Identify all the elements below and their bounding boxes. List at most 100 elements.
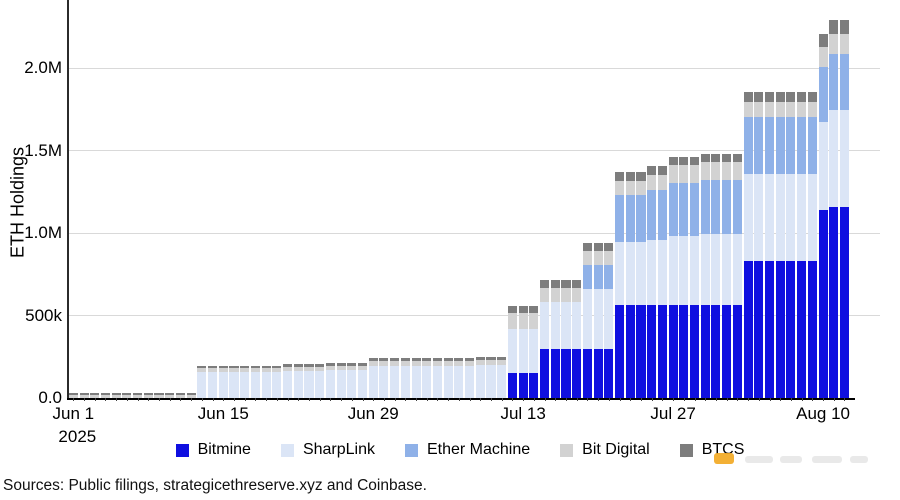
bar-segment-btcs: [829, 19, 839, 34]
bar-segment-sharplink: [507, 329, 517, 374]
x-minor-tick: [705, 398, 707, 401]
legend-swatch: [280, 443, 294, 457]
bar-segment-bit-digital: [143, 394, 153, 398]
bar-segment-sharplink: [443, 365, 453, 398]
bar-segment-bit-digital: [743, 102, 753, 118]
bar-segment-sharplink: [357, 369, 368, 398]
bar-segment-bit-digital: [518, 312, 528, 330]
bar-segment-btcs: [786, 91, 796, 103]
x-minor-tick: [383, 398, 385, 401]
legend-swatch: [679, 443, 693, 457]
bar-segment-btcs: [283, 364, 293, 367]
x-minor-tick: [694, 398, 696, 401]
x-tick-label: Jun 1: [52, 404, 95, 423]
bar-segment-bitmine: [507, 373, 517, 398]
bar-segment-btcs: [550, 280, 560, 288]
bar-segment-btcs: [165, 392, 175, 395]
x-tick-label: Jul 13: [500, 404, 546, 423]
bar-segment-sharplink: [743, 174, 753, 261]
x-minor-tick: [501, 398, 503, 401]
bar-segment-btcs: [668, 157, 678, 165]
x-minor-tick: [116, 398, 118, 401]
bar-segment-btcs: [443, 358, 453, 362]
bar-segment-ether-machine: [829, 53, 839, 110]
bar-segment-bitmine: [518, 373, 528, 398]
bar-segment-bit-digital: [122, 394, 132, 398]
x-minor-tick: [748, 398, 750, 401]
bar-segment-bitmine: [722, 304, 732, 398]
bar-segment-sharplink: [518, 329, 528, 374]
bar-segment-bit-digital: [261, 368, 271, 372]
bar-segment-bit-digital: [529, 312, 539, 330]
bar-segment-btcs: [572, 280, 582, 288]
bar-segment-bitmine: [572, 348, 582, 398]
x-minor-tick: [662, 398, 664, 401]
legend-label: BTCS: [701, 441, 745, 458]
bar-segment-btcs: [336, 362, 346, 366]
bar-segment-bit-digital: [208, 368, 218, 372]
bar-segment-btcs: [304, 364, 314, 367]
bar-segment-btcs: [497, 357, 507, 361]
bar-segment-sharplink: [593, 289, 603, 349]
y-tick-label: 1.0M: [24, 223, 62, 243]
bar-segment-btcs: [261, 366, 271, 368]
bar-segment-sharplink: [647, 239, 657, 305]
bar-segment-ether-machine: [615, 195, 625, 243]
bar-segment-bit-digital: [497, 360, 507, 366]
bar-segment-btcs: [604, 242, 614, 251]
bar-segment-bitmine: [689, 304, 700, 398]
bar-segment-btcs: [432, 358, 443, 362]
x-minor-tick: [191, 398, 193, 401]
x-minor-tick: [223, 398, 225, 401]
bar-segment-bitmine: [829, 206, 839, 398]
x-minor-tick: [416, 398, 418, 401]
x-minor-tick: [394, 398, 396, 401]
bar-segment-bit-digital: [722, 161, 732, 180]
x-minor-tick: [341, 398, 343, 401]
bar-segment-btcs: [315, 364, 325, 367]
bar-segment-bit-digital: [625, 180, 635, 196]
x-minor-tick: [84, 398, 86, 401]
x-minor-tick: [437, 398, 439, 401]
x-minor-tick: [844, 398, 846, 401]
x-tick-label: Aug 10: [796, 404, 850, 423]
x-minor-tick: [576, 398, 578, 401]
bar-segment-sharplink: [261, 371, 271, 398]
bar-segment-ether-machine: [582, 264, 592, 290]
x-minor-tick: [726, 398, 728, 401]
bar-segment-sharplink: [379, 365, 389, 398]
grid-line: [68, 150, 880, 152]
bar-segment-bit-digital: [368, 361, 378, 366]
bar-segment-btcs: [540, 280, 550, 288]
bar-segment-bit-digital: [604, 250, 614, 265]
bar-segment-bitmine: [668, 304, 678, 398]
x-minor-tick: [426, 398, 428, 401]
bar-segment-bit-digital: [186, 394, 196, 398]
bar-segment-sharplink: [786, 174, 796, 261]
bar-segment-sharplink: [550, 302, 560, 349]
bar-segment-sharplink: [400, 365, 410, 398]
x-minor-tick: [715, 398, 717, 401]
x-minor-tick: [790, 398, 792, 401]
x-tick-label: Jul 27: [650, 404, 696, 423]
bar-segment-btcs: [486, 357, 496, 361]
bar-segment-bit-digital: [475, 360, 485, 366]
bar-segment-bitmine: [582, 348, 592, 398]
bar-segment-bit-digital: [422, 361, 432, 366]
bar-segment-sharplink: [229, 371, 239, 398]
bar-segment-btcs: [764, 91, 775, 103]
bar-segment-sharplink: [722, 233, 732, 305]
x-minor-tick: [619, 398, 621, 401]
bar-segment-sharplink: [818, 121, 828, 211]
bar-segment-sharplink: [432, 365, 443, 398]
bar-segment-sharplink: [218, 371, 228, 398]
x-minor-tick: [159, 398, 161, 401]
bar-segment-bit-digital: [240, 368, 250, 372]
bar-segment-sharplink: [336, 369, 346, 398]
bar-segment-bitmine: [657, 304, 667, 398]
bar-segment-btcs: [754, 91, 764, 103]
bar-segment-sharplink: [250, 371, 260, 398]
legend-item-sharplink: SharpLink: [280, 441, 375, 459]
bar-segment-sharplink: [711, 233, 721, 305]
x-minor-tick: [673, 398, 675, 401]
